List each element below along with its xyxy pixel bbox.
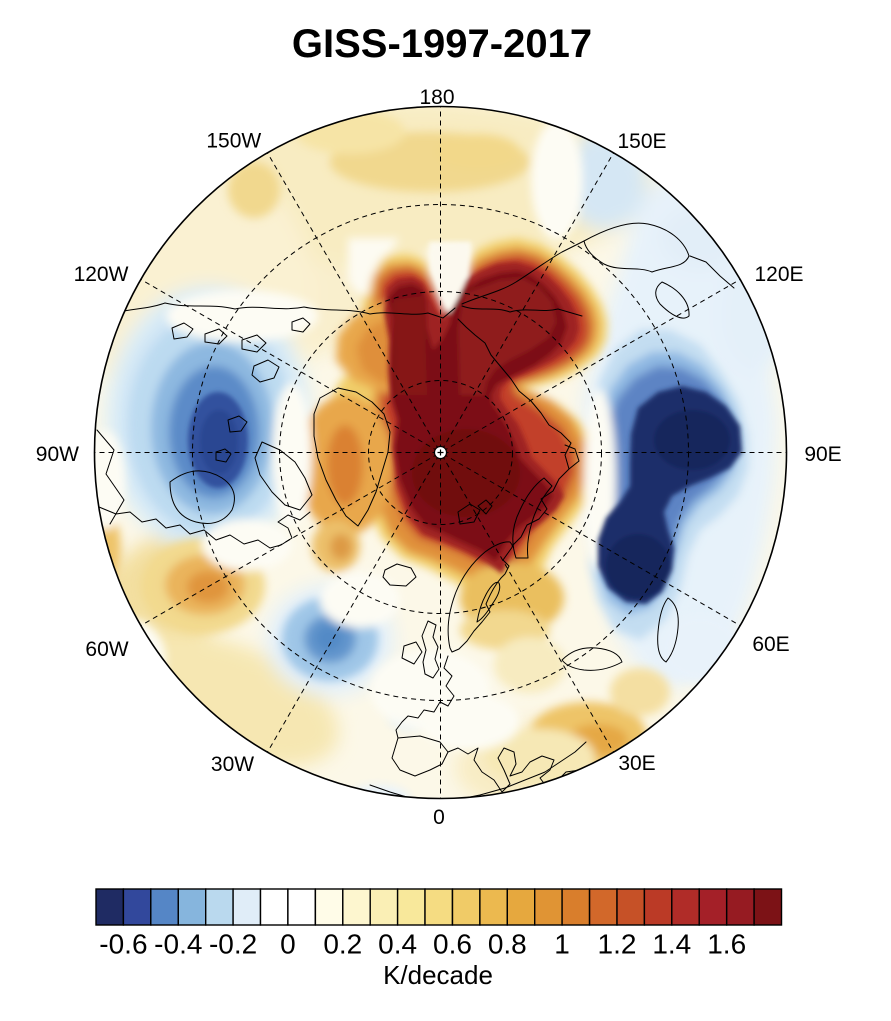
svg-text:1.2: 1.2: [598, 929, 637, 960]
svg-text:90W: 90W: [36, 443, 79, 466]
svg-text:30W: 30W: [211, 753, 254, 776]
svg-text:0: 0: [433, 806, 445, 829]
svg-text:GISS-1997-2017: GISS-1997-2017: [292, 22, 592, 66]
svg-text:1.6: 1.6: [707, 929, 746, 960]
svg-text:150W: 150W: [206, 130, 261, 153]
svg-text:0.8: 0.8: [488, 929, 527, 960]
svg-text:-0.4: -0.4: [154, 929, 202, 960]
svg-text:1.4: 1.4: [652, 929, 691, 960]
svg-text:120W: 120W: [74, 263, 129, 286]
svg-text:180: 180: [419, 86, 454, 109]
svg-text:0.2: 0.2: [323, 929, 362, 960]
svg-text:1: 1: [554, 929, 570, 960]
svg-text:0.6: 0.6: [433, 929, 472, 960]
svg-text:0.4: 0.4: [378, 929, 417, 960]
svg-text:120E: 120E: [754, 263, 803, 286]
svg-text:60W: 60W: [85, 638, 128, 661]
svg-text:90E: 90E: [804, 443, 841, 466]
svg-text:0: 0: [280, 929, 296, 960]
svg-text:60E: 60E: [752, 633, 789, 656]
svg-text:-0.2: -0.2: [209, 929, 257, 960]
svg-text:150E: 150E: [617, 130, 666, 153]
svg-text:-0.6: -0.6: [99, 929, 147, 960]
svg-text:30E: 30E: [618, 752, 655, 775]
svg-text:K/decade: K/decade: [383, 960, 493, 990]
